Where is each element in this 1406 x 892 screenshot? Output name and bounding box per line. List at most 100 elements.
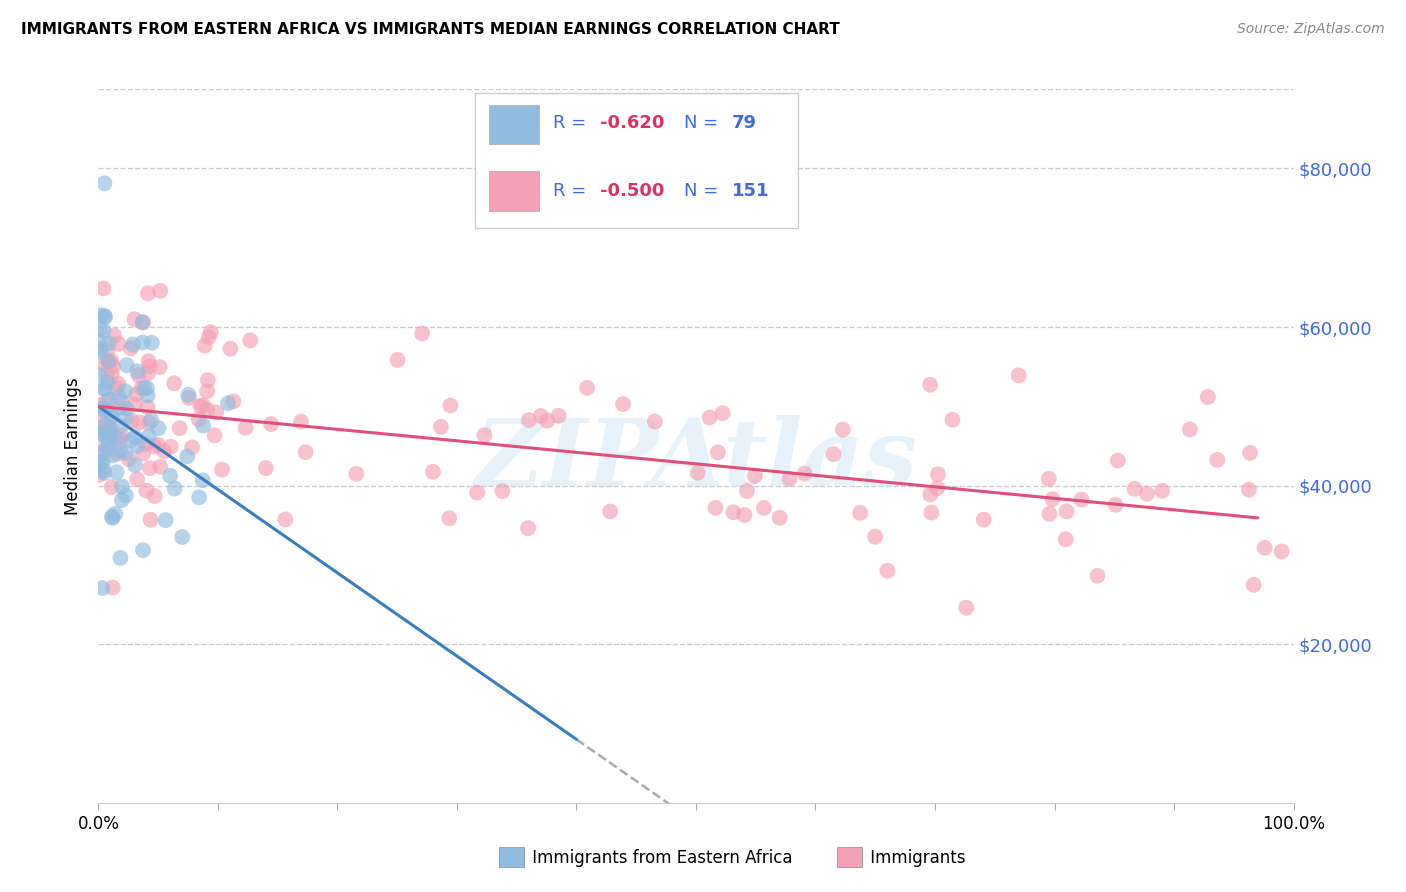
Point	[1239, 446, 1261, 460]
Point	[91, 401, 114, 416]
Point	[686, 466, 709, 480]
Point	[131, 335, 153, 350]
Point	[104, 507, 127, 521]
Point	[927, 467, 949, 482]
Point	[136, 366, 159, 380]
Point	[93, 357, 115, 371]
Point	[576, 381, 599, 395]
Point	[136, 388, 159, 402]
Point	[187, 412, 209, 426]
Point	[120, 342, 142, 356]
Point	[105, 381, 128, 395]
Point	[200, 325, 222, 339]
Point	[132, 316, 155, 330]
Point	[439, 511, 461, 525]
Point	[219, 342, 242, 356]
Point	[98, 424, 121, 438]
Point	[101, 448, 124, 462]
Point	[644, 415, 666, 429]
Point	[91, 421, 114, 435]
Point	[121, 337, 143, 351]
Point	[536, 414, 558, 428]
Point	[115, 401, 138, 416]
Point	[107, 376, 129, 391]
Point	[118, 452, 141, 467]
Point	[101, 509, 124, 524]
Point	[195, 402, 218, 417]
Point	[111, 493, 134, 508]
Point	[105, 465, 128, 479]
Point	[217, 396, 239, 410]
Point	[96, 393, 118, 408]
Point	[138, 429, 160, 443]
Text: ZIPAtlas: ZIPAtlas	[474, 416, 918, 505]
Point	[143, 489, 166, 503]
Point	[138, 359, 160, 374]
Point	[136, 401, 159, 415]
Point	[93, 463, 115, 477]
Point	[96, 375, 118, 389]
Point	[1243, 578, 1265, 592]
Point	[101, 581, 124, 595]
Point	[138, 416, 160, 430]
Point	[530, 409, 553, 423]
Point	[1206, 453, 1229, 467]
Point	[1178, 422, 1201, 436]
Point	[124, 430, 146, 444]
Point	[177, 388, 200, 402]
Point	[1054, 533, 1077, 547]
Point	[973, 513, 995, 527]
Text: R =: R =	[553, 114, 586, 132]
Point	[153, 444, 176, 458]
Point	[104, 431, 127, 445]
Point	[517, 521, 540, 535]
Point	[101, 367, 124, 381]
Point	[159, 468, 181, 483]
Point	[139, 413, 162, 427]
Point	[260, 417, 283, 431]
Point	[734, 508, 756, 522]
Point	[121, 414, 143, 428]
Point	[599, 504, 621, 518]
Point	[195, 384, 218, 399]
Point	[101, 359, 124, 374]
Point	[779, 472, 801, 486]
Point	[1271, 544, 1294, 558]
Point	[1237, 483, 1260, 497]
Point	[94, 439, 117, 453]
Point	[127, 364, 149, 378]
Point	[1107, 453, 1129, 467]
Point	[1136, 486, 1159, 500]
Point	[191, 398, 214, 412]
Point	[100, 480, 122, 494]
Point	[97, 434, 120, 449]
Point	[211, 463, 233, 477]
Point	[91, 446, 114, 460]
Point	[172, 530, 194, 544]
Text: 79: 79	[733, 114, 756, 132]
Point	[163, 376, 186, 391]
Point	[439, 399, 461, 413]
Point	[94, 403, 117, 417]
Point	[93, 309, 115, 323]
Point	[93, 382, 115, 396]
Point	[1087, 568, 1109, 582]
Point	[863, 530, 886, 544]
Point	[176, 450, 198, 464]
Point	[849, 506, 872, 520]
Point	[114, 411, 136, 425]
Point	[1152, 483, 1174, 498]
Point	[124, 312, 146, 326]
Point	[108, 390, 131, 404]
Point	[94, 382, 117, 396]
Point	[100, 421, 122, 435]
Point	[132, 446, 155, 460]
Point	[941, 413, 963, 427]
Point	[93, 281, 115, 295]
Point	[134, 381, 156, 395]
Point	[100, 408, 122, 422]
Point	[474, 428, 496, 442]
Point	[110, 419, 132, 434]
Point	[98, 425, 121, 439]
Point	[90, 446, 112, 460]
